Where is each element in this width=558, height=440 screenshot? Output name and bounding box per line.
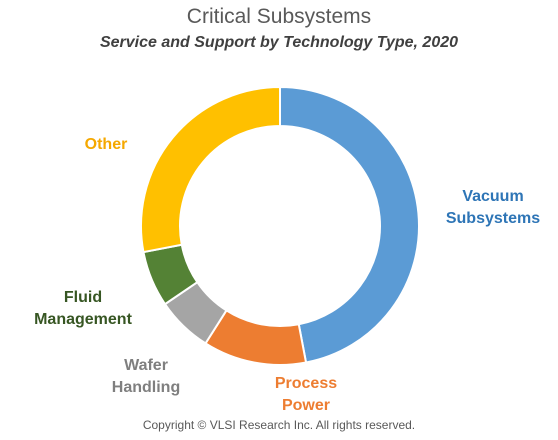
label-fluid-management: Fluid Management: [34, 289, 132, 328]
chart-subtitle: Service and Support by Technology Type, …: [99, 34, 459, 51]
slice-vacuum-subsystems: [279, 85, 420, 364]
label-vacuum-subsystems: Vacuum Subsystems: [445, 188, 541, 227]
label-process-power: Process Power: [274, 375, 338, 414]
slice-other: [140, 85, 281, 254]
label-wafer-handling: Wafer Handling: [111, 357, 181, 396]
label-other: Other: [84, 136, 128, 153]
chart-title: Critical Subsystems: [186, 5, 372, 28]
copyright-footer: Copyright © VLSI Research Inc. All right…: [142, 418, 416, 432]
